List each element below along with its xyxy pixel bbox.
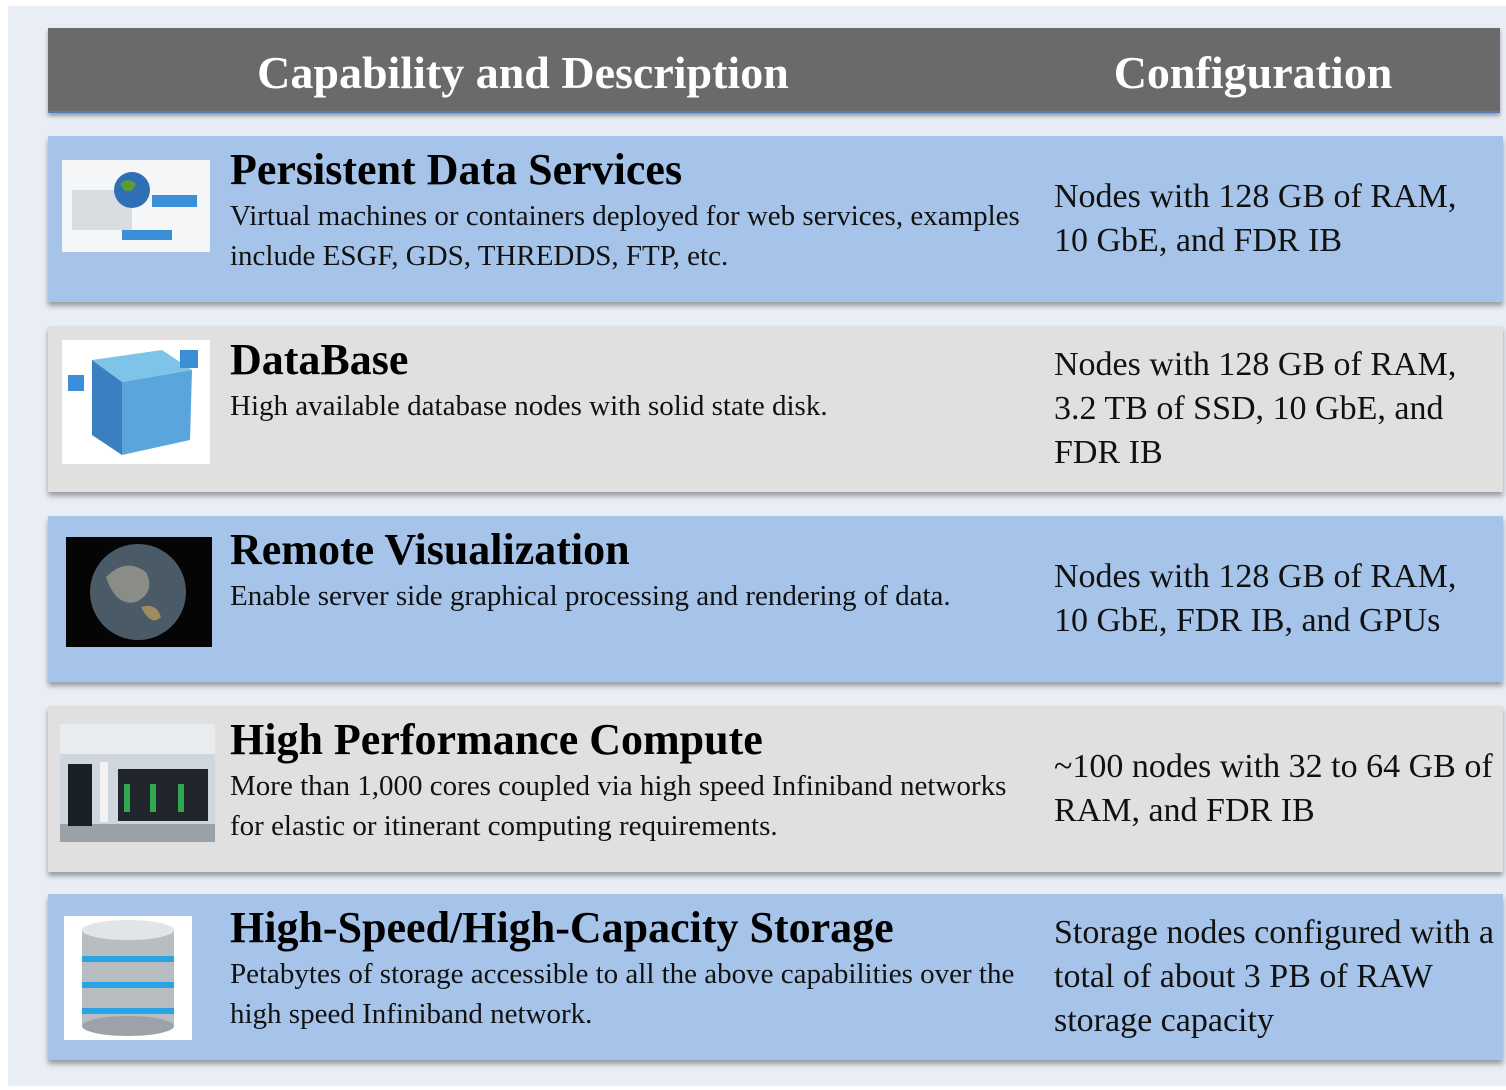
column-header: Configuration [1113, 47, 1393, 98]
capability-title: DataBase [230, 335, 409, 384]
configuration-text: Storage nodes configured with a total of… [1054, 914, 1494, 1039]
capability: High-Speed/High-Capacity Storage Petabyt… [230, 902, 1020, 1034]
table-header: Capability and Description Configuration [48, 28, 1500, 113]
configuration: Nodes with 128 GB of RAM, 3.2 TB of SSD,… [1054, 326, 1494, 492]
icon [66, 537, 212, 647]
configuration: Nodes with 128 GB of RAM, 10 GbE, and FD… [1054, 136, 1494, 302]
capability-description: More than 1,000 cores coupled via high s… [230, 770, 1007, 842]
configuration-text: Nodes with 128 GB of RAM, 3.2 TB of SSD,… [1054, 346, 1457, 471]
table-row: High Performance Compute More than 1,000… [48, 706, 1503, 872]
icon [64, 916, 192, 1040]
configuration-text: Nodes with 128 GB of RAM, 10 GbE, FDR IB… [1054, 558, 1457, 639]
capability: DataBase High available database nodes w… [230, 334, 1020, 426]
icon [62, 160, 210, 252]
table-row: DataBase High available database nodes w… [48, 326, 1503, 492]
table-row: High-Speed/High-Capacity Storage Petabyt… [48, 894, 1503, 1060]
capability: Remote Visualization Enable server side … [230, 524, 1020, 616]
icon [62, 340, 210, 464]
configuration: ~100 nodes with 32 to 64 GB of RAM, and … [1054, 706, 1494, 872]
capability-description: Petabytes of storage accessible to all t… [230, 958, 1015, 1030]
configuration: Nodes with 128 GB of RAM, 10 GbE, FDR IB… [1054, 516, 1494, 682]
table-row: Persistent Data Services Virtual machine… [48, 136, 1503, 302]
capability: Persistent Data Services Virtual machine… [230, 144, 1020, 276]
configuration-text: ~100 nodes with 32 to 64 GB of RAM, and … [1054, 748, 1493, 829]
icon [60, 724, 215, 842]
capability-title: High-Speed/High-Capacity Storage [230, 903, 894, 952]
capability-description: Enable server side graphical processing … [230, 580, 951, 612]
capability: High Performance Compute More than 1,000… [230, 714, 1020, 846]
capability-description: High available database nodes with solid… [230, 390, 828, 422]
capability-title: Persistent Data Services [230, 145, 683, 194]
configuration-text: Nodes with 128 GB of RAM, 10 GbE, and FD… [1054, 178, 1457, 259]
capability-description: Virtual machines or containers deployed … [230, 200, 1020, 272]
capability-title: Remote Visualization [230, 525, 630, 574]
column-header: Capability and Description [257, 47, 789, 98]
configuration: Storage nodes configured with a total of… [1054, 894, 1494, 1060]
capability-title: High Performance Compute [230, 715, 763, 764]
page: Capability and Description Configuration… [8, 6, 1506, 1086]
table-row: Remote Visualization Enable server side … [48, 516, 1503, 682]
